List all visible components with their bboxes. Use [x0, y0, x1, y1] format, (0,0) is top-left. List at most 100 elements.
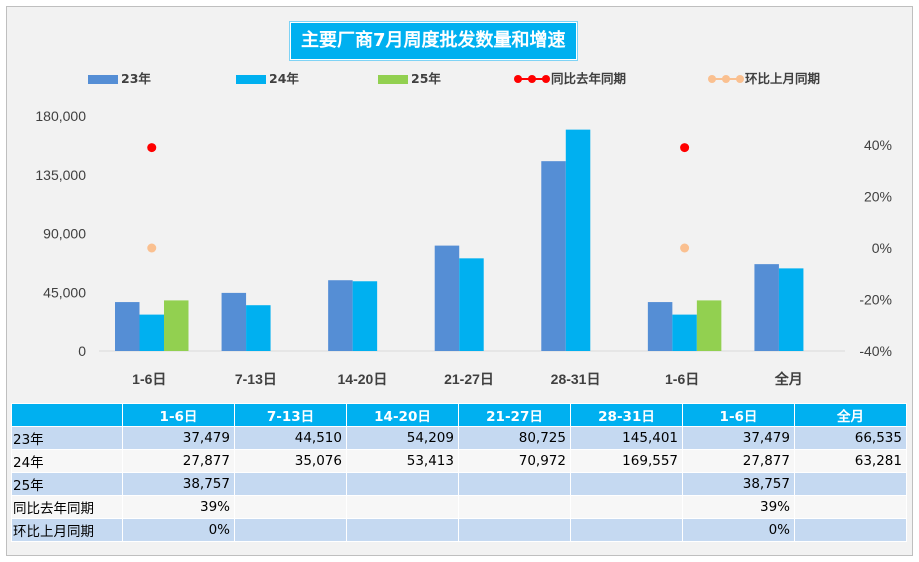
chart-plot: 180,000 135,000 90,000 45,000 0 40% 20% 0% -20% -… — [35, 108, 892, 387]
table-row-label: 23年 — [11, 426, 123, 450]
table-header-cell — [11, 403, 123, 427]
legend-item-yoy: 同比去年同期 — [514, 69, 626, 89]
bar-23 — [647, 302, 673, 351]
legend-marker-yoy — [514, 69, 550, 89]
table-cell: 44,510 — [234, 426, 347, 450]
table-cell: 38,757 — [682, 472, 795, 496]
bar-24 — [672, 314, 697, 351]
table-cell: 37,479 — [682, 426, 795, 450]
bar-23 — [221, 292, 247, 351]
table-cell — [346, 518, 459, 542]
table-cell — [570, 495, 683, 519]
table-cell: 169,557 — [570, 449, 683, 473]
legend-label-yoy: 同比去年同期 — [551, 71, 627, 86]
legend-swatch-23 — [88, 74, 118, 84]
table-cell: 0% — [682, 518, 795, 542]
x-tick-label: 7-13日 — [235, 371, 277, 387]
table-cell — [794, 472, 907, 496]
bar-23 — [434, 245, 460, 351]
table-header-cell: 14-20日 — [346, 403, 459, 427]
table-row: 25年 38,757 38,757 — [11, 472, 907, 496]
bar-24 — [352, 281, 378, 351]
y-tick-label: 0 — [78, 343, 86, 359]
y-tick-label: 135,000 — [35, 167, 86, 183]
table-cell — [346, 495, 459, 519]
bar-23 — [754, 264, 779, 351]
bar-24 — [778, 268, 804, 351]
table-row-label: 24年 — [11, 449, 123, 473]
table-cell — [234, 495, 347, 519]
bar-23 — [541, 161, 566, 351]
table-header-cell: 28-31日 — [570, 403, 683, 427]
y-tick-label: 90,000 — [43, 226, 86, 242]
x-tick-label: 28-31日 — [551, 371, 601, 387]
table-cell: 39% — [682, 495, 795, 519]
y-tick-label: 180,000 — [35, 108, 86, 124]
table-header-cell: 21-27日 — [458, 403, 571, 427]
table-cell: 27,877 — [122, 449, 235, 473]
y2-tick-label: 40% — [864, 137, 892, 153]
y2-tick-label: -20% — [859, 292, 892, 308]
legend-label-23: 23年 — [121, 71, 151, 86]
x-tick-label: 21-27日 — [444, 371, 494, 387]
bar-24 — [246, 305, 271, 351]
legend-item-23: 23年 — [88, 69, 151, 89]
table-cell — [458, 472, 571, 496]
yoy-point — [680, 143, 690, 153]
table-header-row: 1-6日 7-13日 14-20日 21-27日 28-31日 1-6日 全月 — [11, 403, 907, 427]
table-row: 同比去年同期 39% 39% — [11, 495, 907, 519]
table-cell: 35,076 — [234, 449, 347, 473]
bar-23 — [328, 280, 353, 351]
table-header-cell: 1-6日 — [122, 403, 235, 427]
table-cell — [346, 472, 459, 496]
table-cell: 38,757 — [122, 472, 235, 496]
x-tick-label: 1-6日 — [665, 371, 699, 387]
table-cell: 54,209 — [346, 426, 459, 450]
table-row-label: 同比去年同期 — [11, 495, 123, 519]
x-tick-label: 1-6日 — [132, 371, 166, 387]
table-row: 环比上月同期 0% 0% — [11, 518, 907, 542]
bar-23 — [115, 302, 140, 351]
table-cell — [458, 495, 571, 519]
table-cell: 37,479 — [122, 426, 235, 450]
table-cell — [570, 518, 683, 542]
x-tick-label: 14-20日 — [338, 371, 388, 387]
legend-item-25: 25年 — [378, 69, 441, 89]
legend-label-24: 24年 — [269, 71, 299, 86]
table-cell: 80,725 — [458, 426, 571, 450]
table-row: 23年 37,479 44,510 54,209 80,725 145,401 37,479… — [11, 426, 907, 450]
y-tick-label: 45,000 — [43, 284, 86, 300]
table-header-cell: 全月 — [794, 403, 907, 427]
table-row-label: 25年 — [11, 472, 123, 496]
legend-swatch-25 — [378, 74, 408, 84]
y2-tick-label: 0% — [872, 240, 892, 256]
table-cell — [234, 472, 347, 496]
yoy-point — [147, 143, 157, 153]
legend-item-mom: 环比上月同期 — [708, 69, 820, 89]
table-header-cell: 1-6日 — [682, 403, 795, 427]
table-cell: 53,413 — [346, 449, 459, 473]
table-cell — [794, 495, 907, 519]
table-row-label: 环比上月同期 — [11, 518, 123, 542]
y2-tick-label: 20% — [864, 189, 892, 205]
table-row: 24年 27,877 35,076 53,413 70,972 169,557 27,877… — [11, 449, 907, 473]
bar-24 — [139, 314, 164, 351]
table-cell: 66,535 — [794, 426, 907, 450]
mom-point — [680, 243, 690, 253]
y2-tick-label: -40% — [859, 343, 892, 359]
bar-25 — [164, 300, 189, 351]
table-cell: 70,972 — [458, 449, 571, 473]
legend-label-25: 25年 — [411, 71, 441, 86]
x-tick-label: 全月 — [774, 371, 803, 387]
table-cell — [458, 518, 571, 542]
chart-legend: 23年 24年 25年 同比去年同期 环比上月同期 — [0, 69, 919, 89]
legend-marker-mom — [708, 69, 744, 89]
legend-label-mom: 环比上月同期 — [745, 71, 821, 86]
bar-24 — [565, 129, 591, 351]
data-table: 1-6日 7-13日 14-20日 21-27日 28-31日 1-6日 全月 23年 37,4… — [11, 403, 907, 542]
table-cell — [794, 518, 907, 542]
table-cell: 145,401 — [570, 426, 683, 450]
table-header-cell: 7-13日 — [234, 403, 347, 427]
bar-24 — [459, 258, 484, 351]
table-cell — [570, 472, 683, 496]
